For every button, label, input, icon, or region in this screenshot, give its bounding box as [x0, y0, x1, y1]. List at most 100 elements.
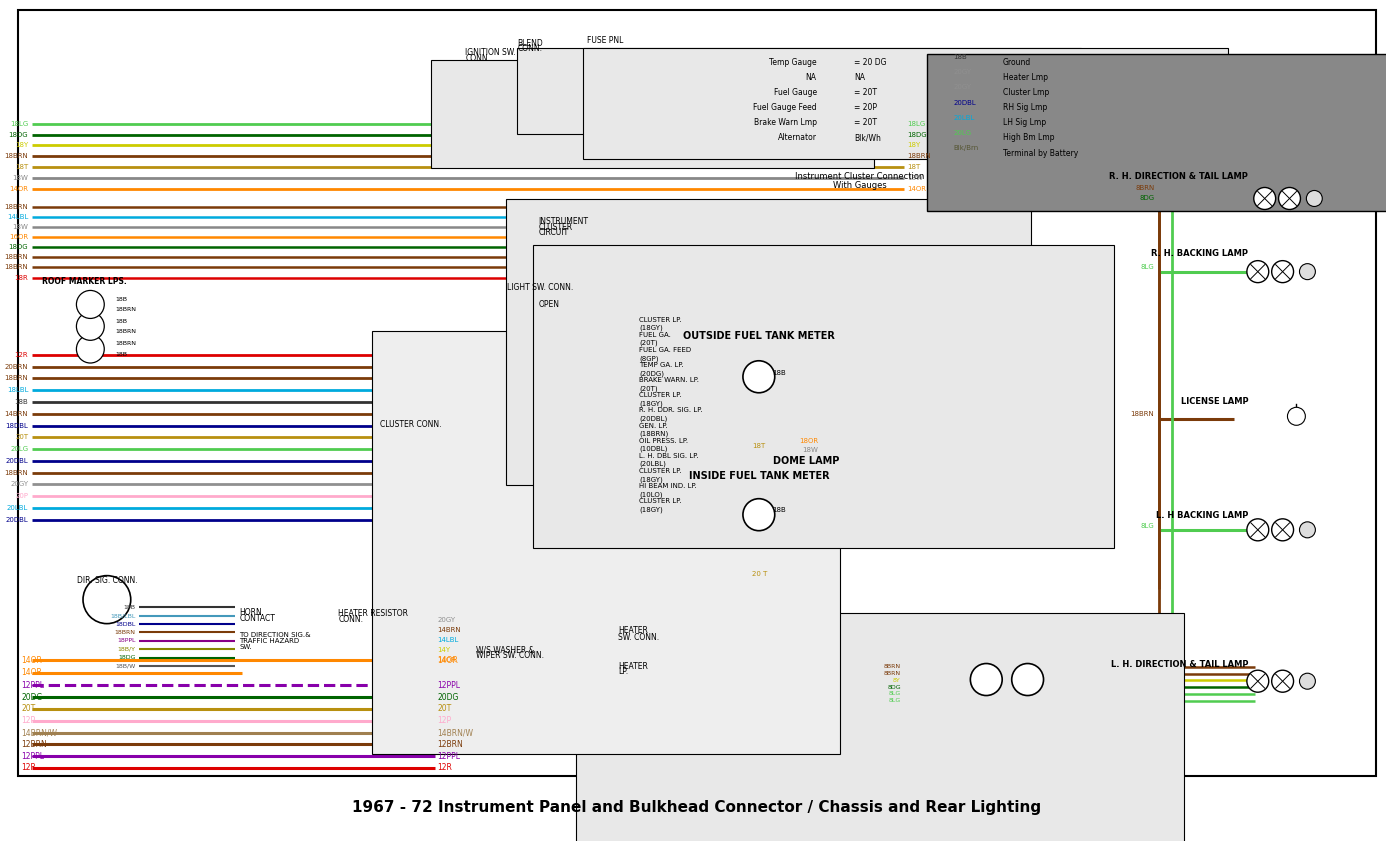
Text: CLUSTER LP.: CLUSTER LP.	[639, 316, 682, 323]
Text: Alternator: Alternator	[778, 134, 816, 142]
Text: Blk/Brn: Blk/Brn	[954, 145, 979, 151]
Text: R. H. DDR. SIG. LP.: R. H. DDR. SIG. LP.	[639, 407, 703, 414]
Text: 18B: 18B	[954, 54, 967, 61]
Text: 18PPL: 18PPL	[118, 638, 136, 643]
Text: 18B/LBL: 18B/LBL	[111, 613, 136, 618]
Text: 16OR: 16OR	[10, 234, 28, 241]
Text: LIGHT SW. CONN.: LIGHT SW. CONN.	[507, 283, 572, 292]
Text: 20DBL: 20DBL	[6, 516, 28, 523]
Text: 18OR: 18OR	[798, 437, 818, 444]
Text: L. H. DBL SIG. LP.: L. H. DBL SIG. LP.	[639, 452, 699, 459]
Text: 20LBL: 20LBL	[954, 114, 974, 121]
Text: (18GY): (18GY)	[639, 476, 663, 483]
FancyBboxPatch shape	[534, 245, 1114, 547]
Circle shape	[1300, 521, 1315, 538]
Circle shape	[83, 575, 130, 624]
Text: 8DG: 8DG	[887, 685, 901, 690]
Text: 18Y: 18Y	[15, 142, 28, 149]
Text: 20DBL: 20DBL	[954, 99, 976, 106]
Text: 12PPL: 12PPL	[438, 681, 460, 690]
Text: 14Y: 14Y	[438, 647, 450, 653]
Text: W/S WASHER &: W/S WASHER &	[477, 646, 535, 654]
Text: 18B: 18B	[15, 399, 28, 405]
Text: 18DG: 18DG	[8, 244, 28, 251]
Text: 20DBL: 20DBL	[6, 458, 28, 464]
Text: 8BRN: 8BRN	[1135, 185, 1155, 192]
Text: 18B: 18B	[115, 297, 128, 302]
Text: 14BRN/W: 14BRN/W	[21, 728, 57, 737]
Circle shape	[1300, 263, 1315, 280]
Text: 12BRN: 12BRN	[438, 740, 463, 748]
Text: Cluster Lmp: Cluster Lmp	[1003, 88, 1049, 97]
Text: TRAFFIC HAZARD: TRAFFIC HAZARD	[240, 637, 299, 644]
Text: 18BRN: 18BRN	[4, 204, 28, 210]
Text: IGNITION SW.: IGNITION SW.	[466, 48, 516, 56]
Text: 18W: 18W	[908, 175, 923, 182]
Text: 12R: 12R	[15, 352, 28, 358]
Text: 18W: 18W	[12, 224, 28, 230]
Text: 12BRN: 12BRN	[21, 740, 47, 748]
Text: 20LG: 20LG	[954, 130, 972, 136]
Circle shape	[1272, 519, 1293, 541]
Text: 8Y: 8Y	[893, 678, 901, 683]
Text: 12R: 12R	[438, 764, 453, 772]
Text: 18T: 18T	[753, 442, 765, 449]
Text: 18B: 18B	[115, 319, 128, 324]
Text: 14LBL: 14LBL	[7, 214, 28, 220]
Text: BRAKE WARN. LP.: BRAKE WARN. LP.	[639, 377, 699, 383]
Text: 14BRN: 14BRN	[438, 627, 462, 633]
Text: CIRCUIT: CIRCUIT	[538, 229, 568, 237]
Text: HEATER RESISTOR: HEATER RESISTOR	[338, 610, 409, 618]
Text: 18LBL: 18LBL	[7, 387, 28, 394]
Text: 18B: 18B	[115, 352, 128, 357]
Text: 8BRN: 8BRN	[884, 664, 901, 669]
Text: (18GY): (18GY)	[639, 325, 663, 331]
FancyBboxPatch shape	[431, 61, 875, 167]
Text: 18T: 18T	[15, 164, 28, 171]
Text: = 20T: = 20T	[854, 119, 877, 127]
Circle shape	[1247, 670, 1268, 692]
Text: OPEN: OPEN	[538, 300, 560, 309]
Text: WIPER SW. CONN.: WIPER SW. CONN.	[477, 652, 545, 660]
Text: CLUSTER LP.: CLUSTER LP.	[639, 392, 682, 399]
Text: 18W: 18W	[12, 175, 28, 182]
Circle shape	[76, 312, 104, 341]
Text: CLUSTER: CLUSTER	[538, 223, 572, 231]
Text: DIR. SIG. CONN.: DIR. SIG. CONN.	[76, 576, 137, 584]
Text: Fuel Gauge Feed: Fuel Gauge Feed	[753, 103, 816, 112]
Text: 20T: 20T	[21, 705, 36, 713]
Text: CONN.: CONN.	[466, 55, 491, 63]
Text: 12PPL: 12PPL	[21, 752, 44, 760]
Text: GEN. LP.: GEN. LP.	[639, 422, 668, 429]
Text: HORN: HORN	[240, 608, 262, 616]
Text: RH Sig Lmp: RH Sig Lmp	[1003, 103, 1046, 112]
Text: 18LG: 18LG	[10, 120, 28, 127]
Text: 18B: 18B	[772, 370, 786, 377]
Text: 20BRN: 20BRN	[4, 363, 28, 370]
Circle shape	[1247, 261, 1268, 283]
Text: 12P: 12P	[21, 717, 36, 725]
Text: LH Sig Lmp: LH Sig Lmp	[1003, 119, 1046, 127]
Text: 14OR: 14OR	[21, 669, 43, 677]
Text: L. H. DIRECTION & TAIL LAMP: L. H. DIRECTION & TAIL LAMP	[1110, 660, 1249, 669]
Text: 20GY: 20GY	[10, 481, 28, 488]
Text: 18B: 18B	[772, 507, 786, 514]
Text: 18BRN: 18BRN	[1131, 410, 1155, 417]
Text: 20LBL: 20LBL	[7, 505, 28, 511]
Text: CLUSTER LP.: CLUSTER LP.	[639, 468, 682, 474]
Text: 18BRN: 18BRN	[4, 375, 28, 382]
Text: HI BEAM IND. LP.: HI BEAM IND. LP.	[639, 483, 697, 489]
Text: (18GY): (18GY)	[639, 506, 663, 513]
Text: 18DG: 18DG	[8, 131, 28, 138]
Text: 1967 - 72 Instrument Panel and Bulkhead Connector / Chassis and Rear Lighting: 1967 - 72 Instrument Panel and Bulkhead …	[352, 800, 1041, 815]
Text: Temp Gauge: Temp Gauge	[769, 58, 816, 66]
Text: Brake Warn Lmp: Brake Warn Lmp	[754, 119, 816, 127]
Circle shape	[1247, 519, 1268, 541]
Text: L. H BACKING LAMP: L. H BACKING LAMP	[1156, 511, 1249, 520]
Text: 8LG: 8LG	[888, 698, 901, 703]
Text: 12R: 12R	[21, 764, 36, 772]
Text: (20T): (20T)	[639, 385, 657, 392]
Text: 18BRN: 18BRN	[4, 254, 28, 261]
Text: HEATER: HEATER	[618, 627, 649, 635]
Text: 18B: 18B	[123, 605, 136, 610]
